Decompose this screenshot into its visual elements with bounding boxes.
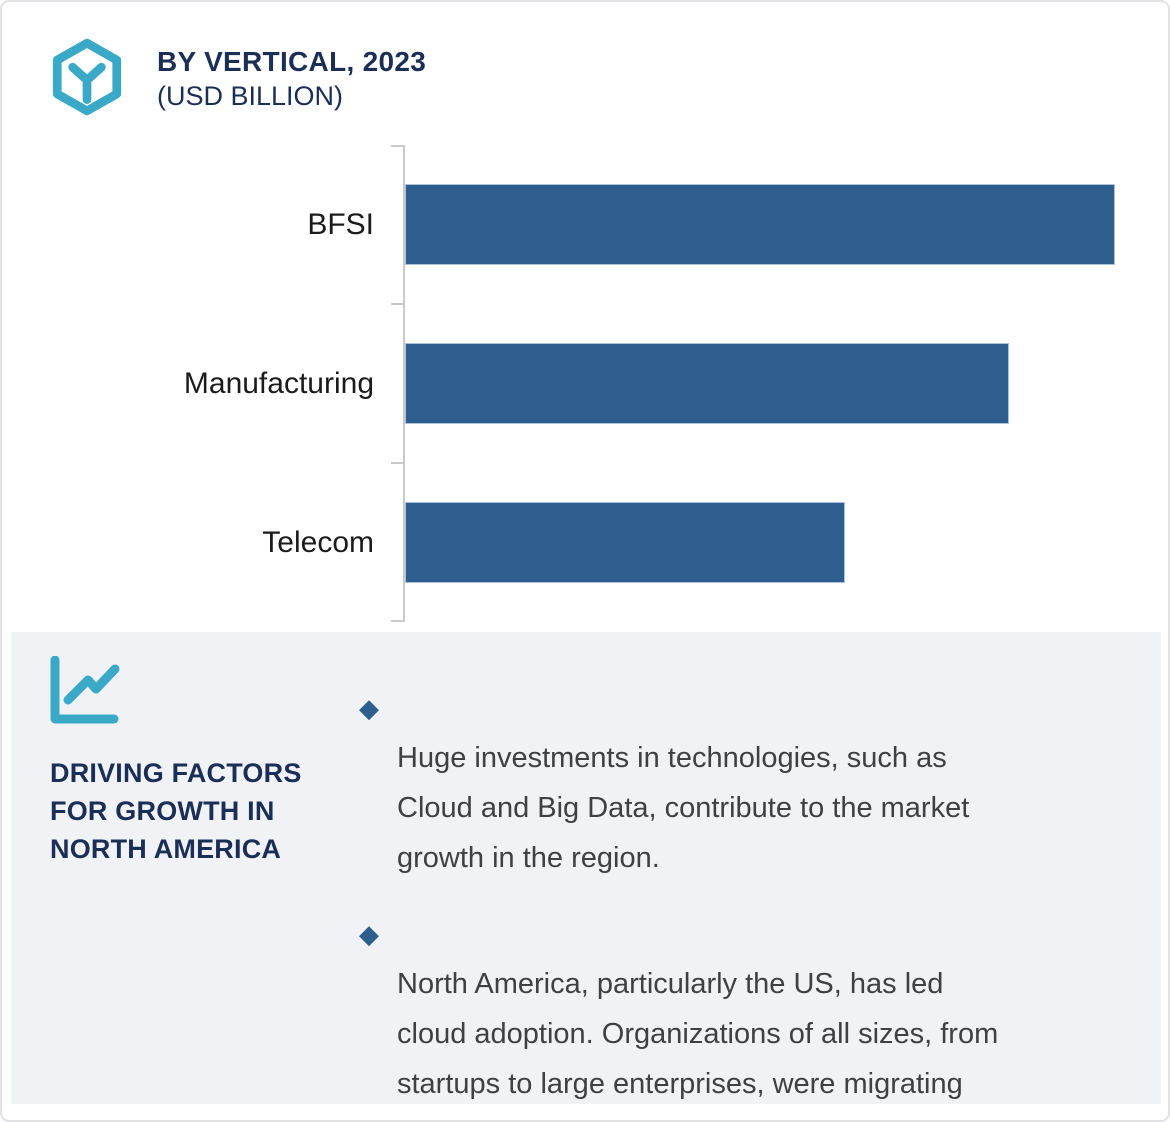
bar-telecom <box>405 502 846 583</box>
bar-manufacturing <box>405 343 1009 424</box>
axis-tick <box>391 620 404 622</box>
bar-track <box>405 343 1115 424</box>
diamond-bullet-icon: ◆ <box>359 693 379 723</box>
bullet-text: Huge investments in technologies, such a… <box>397 742 970 874</box>
bar-label-telecom: Telecom <box>262 525 374 559</box>
bar-row-telecom: Telecom <box>2 463 1152 622</box>
axis-tick <box>391 303 404 305</box>
axis-tick <box>391 145 404 147</box>
bar-chart: BFSI Manufacturing Telecom <box>2 145 1152 622</box>
bar-label-manufacturing: Manufacturing <box>183 366 374 400</box>
bar-track <box>405 184 1115 265</box>
driving-factors-title: DRIVING FACTORS FOR GROWTH IN NORTH AMER… <box>50 758 302 864</box>
hexagon-cube-icon <box>52 38 122 116</box>
axis-tick <box>391 462 404 464</box>
driving-factors-list: ◆ Huge investments in technologies, such … <box>359 683 1109 1120</box>
page-title: BY VERTICAL, 2023 <box>157 46 427 77</box>
line-chart-icon <box>50 656 120 724</box>
diamond-bullet-icon: ◆ <box>359 919 379 949</box>
y-axis-line <box>403 145 405 622</box>
bar-row-bfsi: BFSI <box>2 145 1152 304</box>
bar-row-manufacturing: Manufacturing <box>2 304 1152 463</box>
list-item: ◆ North America, particularly the US, has… <box>359 909 1109 1120</box>
bar-bfsi <box>405 184 1115 265</box>
chart-header: BY VERTICAL, 2023 (USD BILLION) <box>157 44 426 114</box>
bar-track <box>405 502 1115 583</box>
bullet-text: North America, particularly the US, has … <box>397 968 999 1120</box>
driving-factors-panel: DRIVING FACTORS FOR GROWTH IN NORTH AMER… <box>11 632 1161 1120</box>
bar-label-bfsi: BFSI <box>307 207 374 241</box>
page-subtitle: (USD BILLION) <box>157 81 344 111</box>
list-item: ◆ Huge investments in technologies, such … <box>359 683 1109 883</box>
